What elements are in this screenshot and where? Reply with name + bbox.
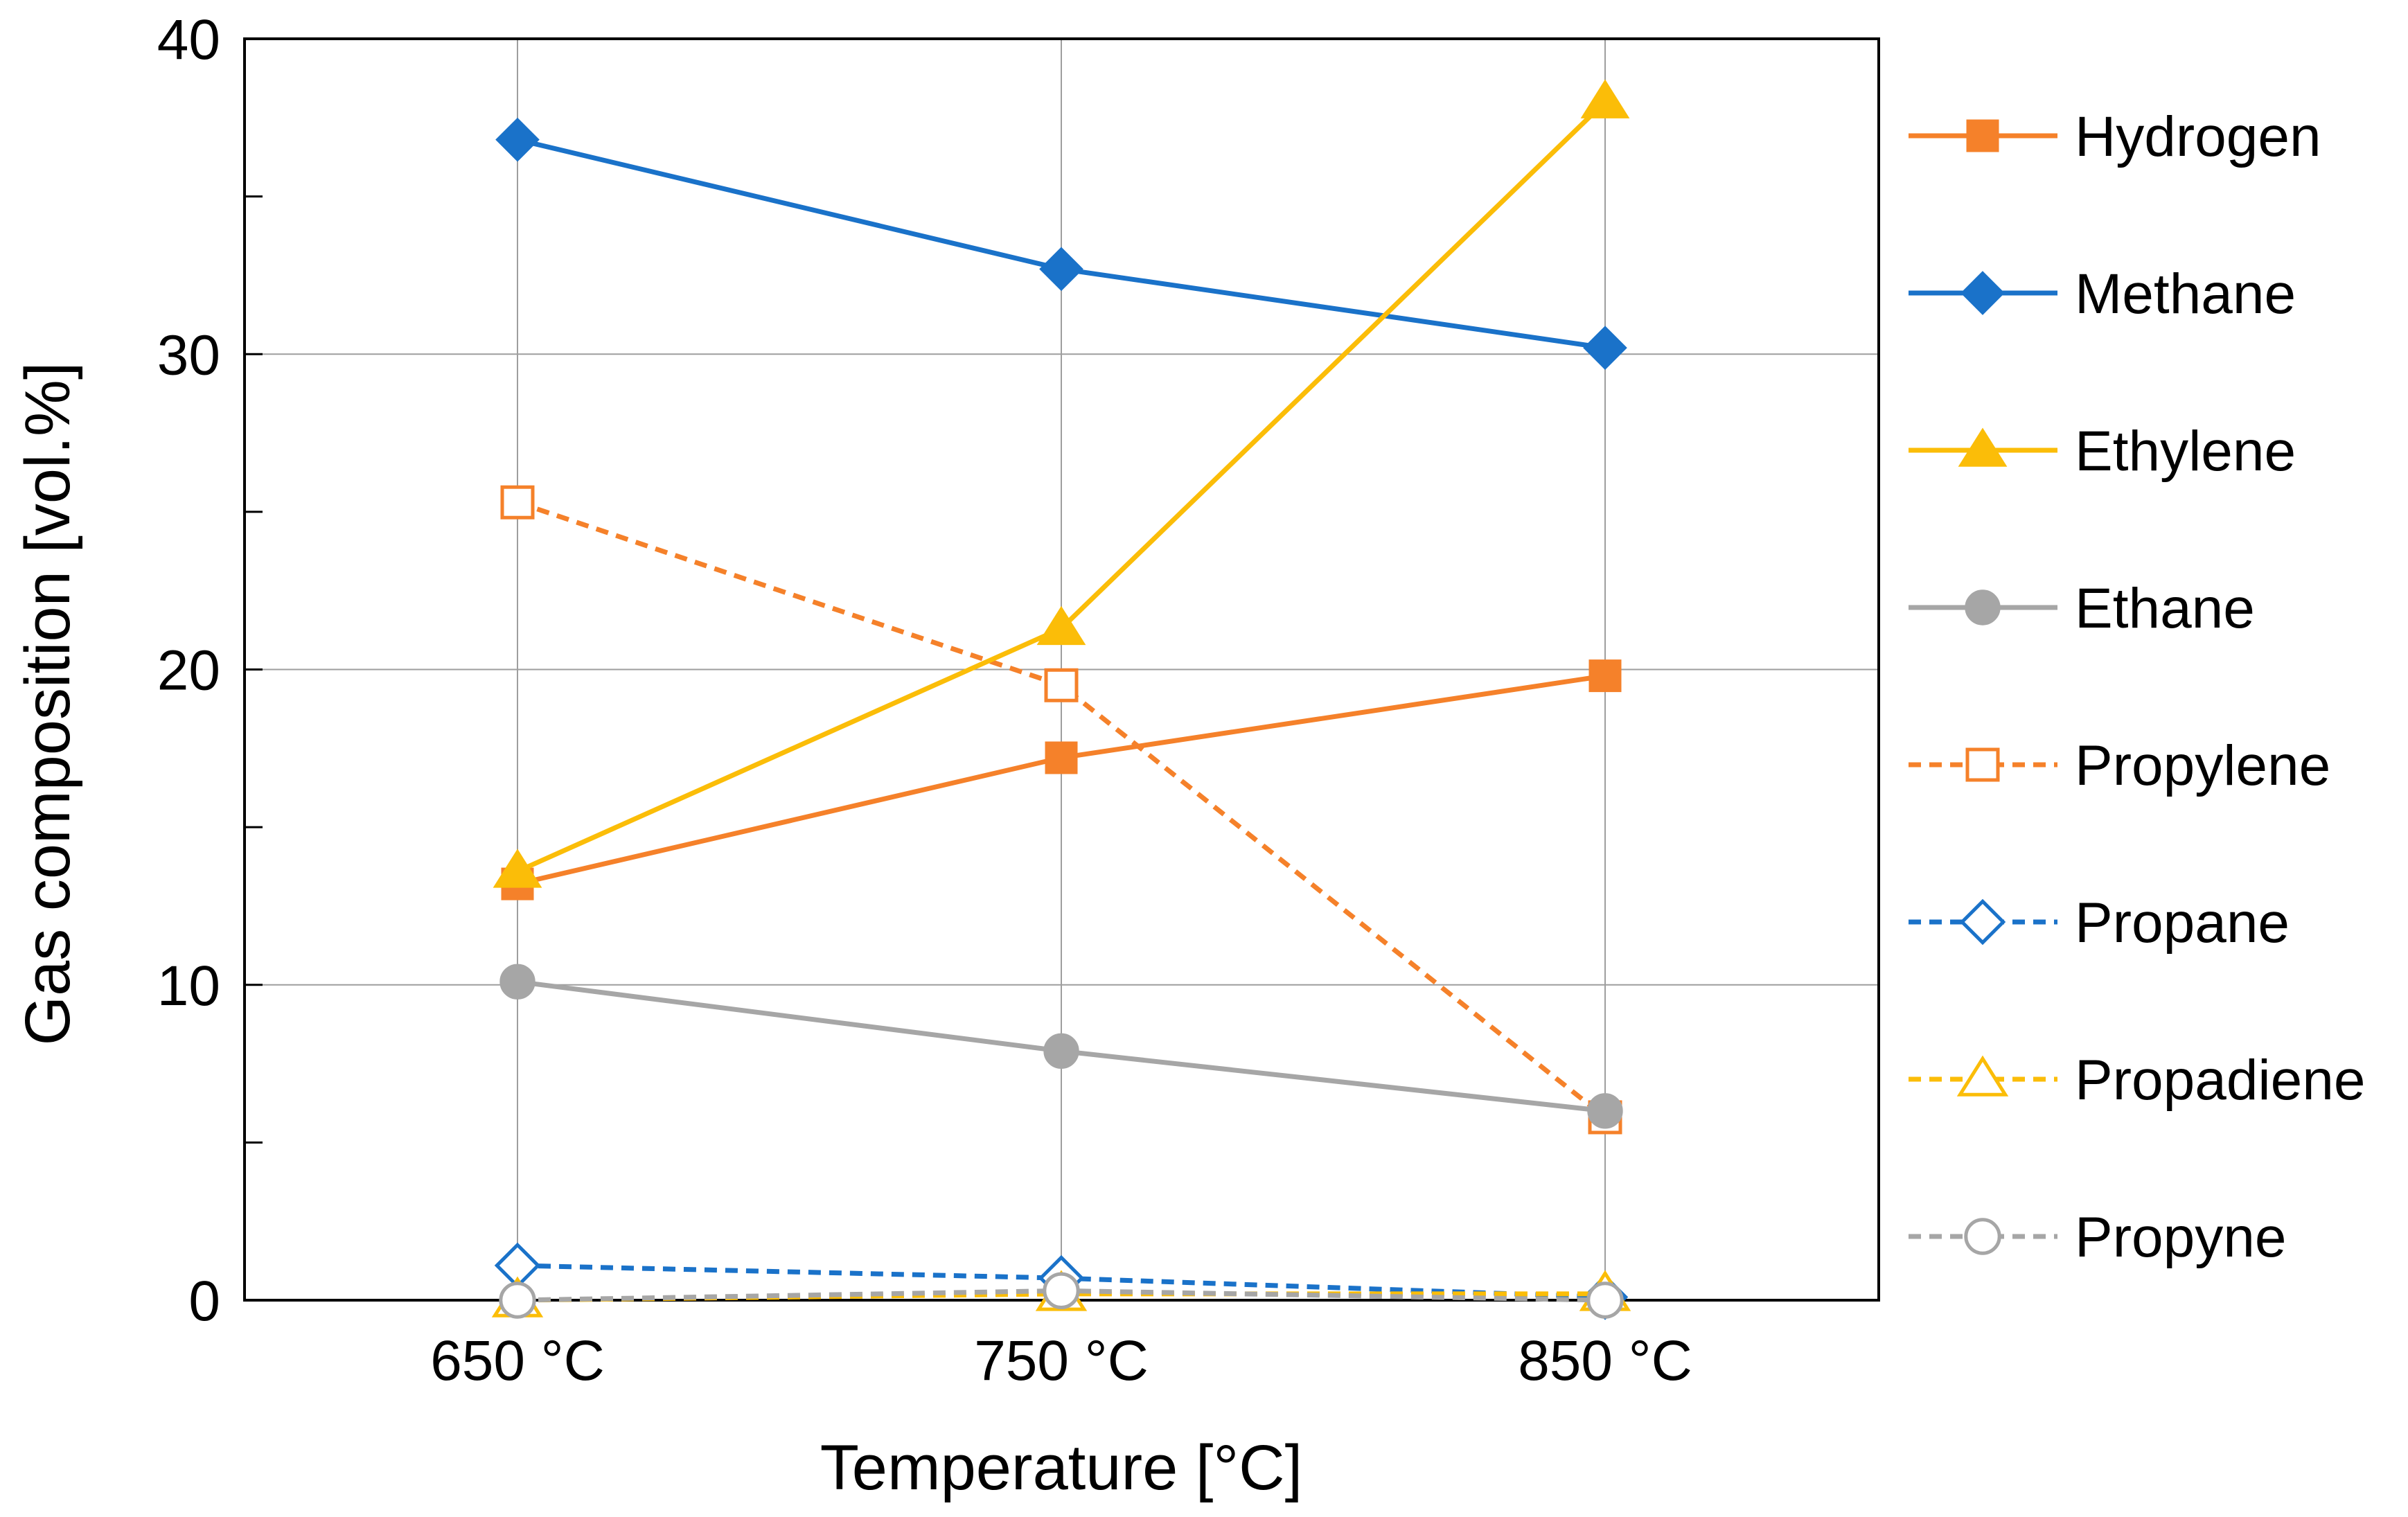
y-tick-label: 20 — [157, 639, 220, 702]
marker-diamond — [1960, 271, 2005, 315]
marker-circle — [499, 1281, 536, 1319]
legend-item-propadiene: Propadiene — [1909, 1049, 2365, 1112]
legend-label: Methane — [2075, 263, 2296, 326]
legend-item-hydrogen: Hydrogen — [1909, 105, 2321, 168]
axes: 0 10 20 30 40 650 °C 750 °C 850 °C — [157, 8, 1880, 1392]
marker-circle — [1586, 1281, 1624, 1319]
marker-triangle — [1036, 605, 1086, 646]
legend-item-propyne: Propyne — [1909, 1206, 2286, 1269]
marker-square — [1045, 741, 1078, 774]
y-tick-label: 0 — [188, 1270, 220, 1333]
legend-label: Ethane — [2075, 577, 2255, 640]
marker-square — [1965, 747, 2000, 782]
marker-circle — [1587, 1093, 1623, 1129]
series-methane — [495, 117, 1627, 370]
x-tick-label: 750 °C — [974, 1329, 1149, 1392]
marker-circle — [1043, 1033, 1079, 1070]
series-line — [516, 499, 1607, 1119]
marker-square — [1588, 659, 1622, 693]
marker-square — [1966, 119, 1999, 152]
legend-label: Propyne — [2075, 1206, 2286, 1269]
legend-label: Propane — [2075, 891, 2290, 955]
legend-item-ethylene: Ethylene — [1909, 420, 2296, 483]
legend-label: Propylene — [2075, 734, 2330, 797]
legend-label: Hydrogen — [2075, 105, 2321, 168]
y-axis-title: Gas composition [vol.%] — [12, 362, 83, 1046]
legend-label: Propadiene — [2075, 1049, 2365, 1112]
series-ethane — [499, 964, 1623, 1129]
marker-circle — [1043, 1272, 1080, 1310]
x-tick-label: 850 °C — [1518, 1329, 1692, 1392]
marker-diamond — [1039, 247, 1083, 292]
legend-label: Ethylene — [2075, 420, 2296, 483]
marker-circle — [1964, 1218, 2001, 1255]
y-tick-label: 40 — [157, 8, 220, 71]
x-axis-title: Temperature [°C] — [820, 1432, 1302, 1503]
marker-diamond — [1959, 898, 2006, 946]
marker-circle — [1965, 589, 2001, 626]
y-tick-label: 30 — [157, 323, 220, 387]
series-ethylene — [493, 79, 1630, 888]
marker-square — [500, 485, 535, 520]
marker-diamond — [1583, 326, 1627, 370]
legend-item-propylene: Propylene — [1909, 734, 2330, 797]
y-tick-label: 10 — [157, 955, 220, 1018]
legend-item-ethane: Ethane — [1909, 577, 2255, 640]
legend-item-methane: Methane — [1909, 263, 2296, 326]
series-layer — [491, 79, 1631, 1320]
marker-triangle — [1956, 1055, 2009, 1097]
marker-circle — [499, 964, 535, 1000]
marker-square — [1044, 668, 1079, 702]
marker-triangle — [1958, 427, 2008, 467]
marker-diamond — [495, 117, 540, 162]
marker-triangle — [1580, 79, 1630, 118]
x-tick-label: 650 °C — [430, 1329, 605, 1392]
series-propyne — [499, 1272, 1624, 1319]
marker-triangle — [493, 849, 542, 888]
legend: Hydrogen Methane Ethylene Ethane Propylene Pr… — [1909, 105, 2365, 1269]
legend-item-propane: Propane — [1909, 891, 2290, 955]
